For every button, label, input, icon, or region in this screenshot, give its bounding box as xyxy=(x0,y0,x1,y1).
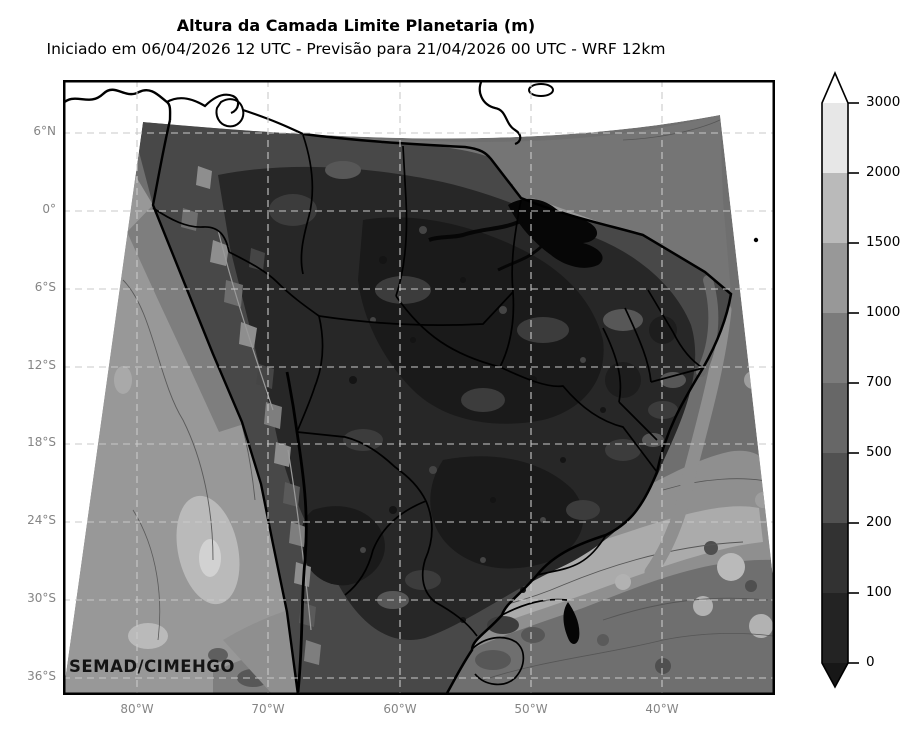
colorbar-under-arrow xyxy=(822,663,848,687)
model-domain-field xyxy=(63,115,775,695)
colorbar-segment xyxy=(822,173,848,243)
lat-tick-label: 0° xyxy=(42,202,56,216)
chart-title: Altura da Camada Limite Planetaria (m) xyxy=(176,16,536,35)
colorbar-svg xyxy=(821,70,859,689)
venezuela-coastline xyxy=(242,108,304,135)
colorbar-over-arrow xyxy=(822,73,848,103)
patos-lagoon xyxy=(563,602,580,644)
gridlines xyxy=(63,80,775,695)
colorbar-ticks xyxy=(848,102,859,664)
colorbar-segment xyxy=(822,313,848,383)
lat-tick-label: 12°S xyxy=(27,358,56,372)
island-dot xyxy=(753,237,759,243)
amazon-delta xyxy=(428,198,603,272)
lon-tick-label: 60°W xyxy=(383,702,417,716)
colorbar-tick-label: 1500 xyxy=(866,234,901,250)
trinidad-outline xyxy=(528,83,554,97)
chart-subtitle: Iniciado em 06/04/2026 12 UTC - Previsão… xyxy=(46,40,666,58)
lat-tick-label: 18°S xyxy=(27,435,56,449)
lat-tick-label: 6°S xyxy=(34,280,56,294)
lat-tick-label: 6°N xyxy=(33,124,56,138)
colorbar-tick-label: 0 xyxy=(866,654,875,670)
colorbar-segment xyxy=(822,523,848,593)
watermark-text: SEMAD/CIMEHGO xyxy=(69,657,235,676)
colorbar-segment xyxy=(822,103,848,173)
colorbar-tick-label: 1000 xyxy=(866,304,901,320)
lat-tick-label: 30°S xyxy=(27,591,56,605)
caribbean-coastline xyxy=(166,93,240,115)
map-svg: SEMAD/CIMEHGO xyxy=(63,80,775,695)
maracaibo-outline xyxy=(215,98,245,128)
chile-argentina-border xyxy=(285,371,308,693)
colorbar-tick-label: 700 xyxy=(866,374,892,390)
internal-borders xyxy=(152,134,704,686)
colorbar-tick-label: 100 xyxy=(866,584,892,600)
panama-coastline xyxy=(63,88,172,121)
colorbar-segment xyxy=(822,593,848,663)
colorbar-tick-label: 500 xyxy=(866,444,892,460)
lon-tick-label: 50°W xyxy=(514,702,548,716)
colorbar-tick-label: 2000 xyxy=(866,164,901,180)
pacific-coastline xyxy=(151,119,300,695)
lon-tick-label: 40°W xyxy=(645,702,679,716)
colorbar-segment xyxy=(822,453,848,523)
boundaries xyxy=(63,80,733,695)
lat-tick-label: 36°S xyxy=(27,669,56,683)
orinoco-coastline xyxy=(478,80,522,146)
lat-tick-label: 24°S xyxy=(27,513,56,527)
colorbar-tick-label: 200 xyxy=(866,514,892,530)
colorbar xyxy=(810,63,920,708)
colorbar-tick-label: 3000 xyxy=(866,94,901,110)
colorbar-segment xyxy=(822,243,848,313)
lon-tick-label: 70°W xyxy=(251,702,285,716)
colorbar-segment xyxy=(822,383,848,453)
lon-tick-label: 80°W xyxy=(120,702,154,716)
axes-border xyxy=(63,80,775,695)
map-plot-area: SEMAD/CIMEHGO xyxy=(63,80,775,695)
